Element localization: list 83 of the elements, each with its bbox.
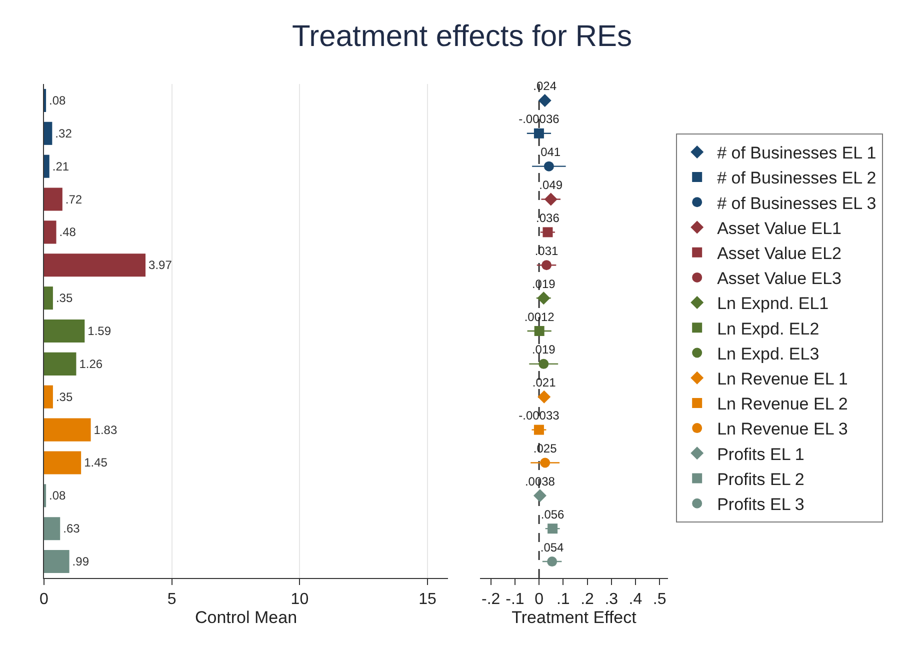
legend-label: Asset Value EL2 [717, 244, 842, 263]
bar [44, 122, 52, 145]
legend-label: Profits EL 2 [717, 470, 804, 489]
legend-label: Ln Revenue EL 2 [717, 394, 848, 414]
data-label: .049 [539, 178, 563, 192]
chart-title: Treatment effects for REs [292, 20, 632, 54]
data-label: .08 [49, 488, 66, 503]
x-tick-label: .5 [652, 591, 666, 608]
point [544, 192, 558, 206]
data-label: 1.26 [79, 356, 103, 371]
data-label: .21 [52, 159, 70, 174]
data-label: 1.59 [88, 324, 112, 338]
legend-label: Ln Revenue EL 3 [717, 420, 848, 439]
x-axis-title: Control Mean [194, 608, 298, 628]
data-label: .72 [65, 192, 82, 206]
x-tick-label: 0 [40, 591, 49, 608]
x-tick-label: .3 [604, 591, 618, 608]
x-tick-label: -.2 [482, 591, 500, 608]
bar [44, 451, 82, 474]
point [537, 292, 550, 305]
point [538, 390, 551, 404]
bar [44, 418, 91, 442]
data-label: .35 [56, 390, 73, 404]
legend-label: Ln Expnd. EL1 [717, 294, 829, 314]
point [533, 489, 546, 502]
data-label: .99 [72, 554, 90, 569]
data-label: .019 [532, 342, 556, 357]
data-label: -.00036 [518, 112, 560, 126]
point [534, 128, 544, 138]
data-label: .48 [59, 225, 76, 240]
legend-label: Asset Value EL3 [717, 269, 842, 288]
legend-label: # of Businesses EL 1 [717, 144, 876, 163]
data-label: .054 [540, 540, 564, 554]
point [538, 94, 552, 107]
point [547, 556, 558, 567]
data-label: .0012 [524, 310, 555, 324]
point [538, 358, 549, 369]
x-tick-label: .4 [628, 591, 642, 608]
legend-label: Ln Revenue EL 1 [717, 369, 848, 388]
legend-label: # of Businesses EL 2 [717, 168, 876, 188]
x-tick-label: .2 [580, 591, 594, 608]
legend-label: Profits EL 1 [717, 444, 804, 464]
data-label: .021 [532, 376, 556, 390]
point [534, 326, 544, 336]
point [544, 161, 554, 172]
legend-label: Profits EL 3 [717, 494, 804, 514]
bar [44, 286, 53, 310]
point [540, 458, 550, 468]
bar [44, 385, 53, 408]
bar [44, 188, 62, 211]
bar [44, 254, 146, 277]
data-label: -.00033 [518, 408, 560, 423]
data-label: .63 [63, 522, 80, 536]
bar [44, 352, 76, 376]
data-label: .036 [536, 210, 560, 225]
data-label: .32 [55, 126, 72, 140]
x-tick-label: 5 [167, 591, 176, 608]
bar [44, 154, 50, 178]
x-tick-label: 15 [418, 591, 437, 608]
x-tick-label: 10 [290, 591, 309, 608]
data-label: 1.45 [84, 456, 108, 470]
bar [44, 319, 85, 343]
data-label: 1.83 [94, 422, 118, 437]
x-axis-title: Treatment Effect [512, 608, 637, 628]
legend-label: Ln Expd. EL2 [717, 319, 820, 338]
bar [44, 220, 56, 244]
x-tick-label: .1 [556, 591, 570, 608]
point [542, 227, 553, 238]
point [534, 424, 544, 435]
x-tick-label: 0 [534, 591, 544, 608]
data-label: .35 [56, 291, 73, 306]
legend-label: Asset Value EL1 [717, 218, 842, 238]
bar [44, 550, 70, 574]
legend-label: # of Businesses EL 3 [717, 194, 876, 213]
data-label: .08 [49, 93, 66, 108]
data-label: .056 [540, 507, 565, 522]
bar [44, 517, 60, 540]
data-label: 3.97 [148, 258, 172, 272]
point [548, 524, 558, 534]
x-tick-label: -.1 [506, 591, 524, 608]
point [542, 260, 552, 270]
legend-label: Ln Expd. EL3 [717, 344, 820, 364]
data-label: .041 [537, 145, 561, 160]
